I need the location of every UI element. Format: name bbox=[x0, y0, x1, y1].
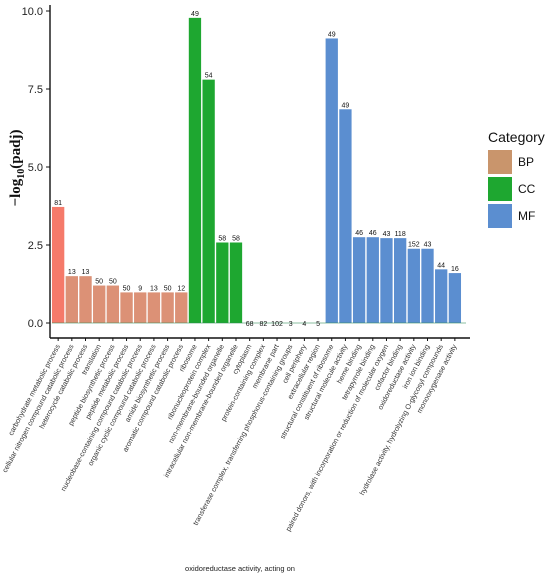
bar bbox=[352, 237, 366, 323]
y-tick-label: 5.0 bbox=[28, 162, 43, 174]
bar-count-label: 49 bbox=[328, 31, 336, 38]
bar-count-label: 58 bbox=[232, 236, 240, 243]
bar-count-label: 46 bbox=[355, 230, 363, 237]
bar bbox=[120, 292, 133, 323]
legend-label-cc: CC bbox=[518, 182, 536, 196]
legend-label-bp: BP bbox=[518, 155, 534, 169]
bar-count-label: 81 bbox=[54, 200, 62, 207]
bar-overlay bbox=[106, 285, 120, 323]
bar bbox=[79, 276, 92, 323]
bar-series bbox=[52, 17, 466, 324]
bar bbox=[188, 17, 202, 323]
bar-count-label: 152 bbox=[408, 242, 420, 249]
bar-overlay bbox=[161, 292, 174, 323]
bar bbox=[435, 269, 448, 323]
y-tick-label: 0.0 bbox=[28, 318, 43, 330]
bar-overlay bbox=[120, 292, 133, 323]
bar bbox=[229, 242, 243, 323]
bar-count-label: 50 bbox=[123, 285, 131, 292]
bar-count-label: 68 bbox=[246, 321, 254, 328]
bar bbox=[161, 292, 174, 323]
bar-count-label: 16 bbox=[451, 266, 459, 273]
bar-count-label: 54 bbox=[205, 73, 213, 80]
bar-count-label: 118 bbox=[395, 231, 406, 238]
bar-overlay bbox=[79, 276, 92, 323]
bar bbox=[216, 242, 229, 323]
y-tick-label: 7.5 bbox=[28, 84, 43, 96]
bar-count-label: 4 bbox=[302, 321, 306, 328]
legend-title: Category bbox=[488, 129, 545, 145]
bar-count-label: 50 bbox=[164, 285, 172, 292]
bar-count-label: 13 bbox=[150, 285, 158, 292]
bar-count-label: 58 bbox=[218, 236, 226, 243]
bar-count-label: 13 bbox=[68, 269, 76, 276]
x-tick-label: cellular nitrogen compound catabolic pro… bbox=[0, 342, 76, 474]
bar bbox=[65, 276, 78, 323]
bar-overlay bbox=[147, 292, 161, 323]
bar-count-label: 50 bbox=[109, 279, 117, 286]
bar-count-label: 5 bbox=[316, 321, 320, 328]
bar bbox=[380, 238, 393, 323]
bar bbox=[325, 38, 338, 324]
legend-swatch-cc bbox=[488, 177, 512, 201]
bar-count-label: 44 bbox=[437, 262, 445, 269]
bar bbox=[134, 292, 147, 323]
bar bbox=[421, 248, 434, 323]
y-tick-label: 10.0 bbox=[22, 6, 43, 18]
bar-count-label: 3 bbox=[289, 321, 293, 328]
legend-swatch-bp bbox=[488, 150, 512, 174]
bar-count-label: 50 bbox=[95, 279, 103, 286]
x-label-footnote: oxidoreductase activity, acting on bbox=[185, 564, 295, 573]
bar-count-label: 12 bbox=[177, 285, 185, 292]
bar bbox=[52, 206, 65, 323]
bar-count-label: 49 bbox=[342, 102, 350, 109]
bar bbox=[202, 79, 215, 323]
count-labels: 81 13 13 50 50 50 9 13 50 12 49 54 58 58 68 82 102 3 4 5 49 4… bbox=[54, 11, 459, 328]
bar bbox=[394, 238, 407, 323]
y-tick-label: 2.5 bbox=[28, 240, 43, 252]
bar-count-label: 9 bbox=[138, 285, 142, 292]
bar bbox=[407, 248, 420, 323]
bar bbox=[147, 292, 161, 323]
legend-swatch-mf bbox=[488, 204, 512, 228]
bar bbox=[106, 285, 120, 323]
bar-count-label: 43 bbox=[424, 242, 432, 249]
bar bbox=[448, 273, 462, 323]
bar-count-label: 82 bbox=[259, 321, 267, 328]
y-axis-title: −log10(padj) bbox=[8, 130, 27, 207]
bar-overlay bbox=[65, 276, 78, 323]
bar-count-label: 102 bbox=[271, 321, 283, 328]
bar-count-label: 43 bbox=[383, 231, 391, 238]
bar-overlay bbox=[175, 292, 188, 323]
bar-count-label: 46 bbox=[369, 230, 377, 237]
legend: Category BP CC MF bbox=[488, 129, 545, 228]
bar-overlay bbox=[134, 292, 147, 323]
bar bbox=[366, 237, 379, 323]
bar bbox=[175, 292, 188, 323]
bar bbox=[339, 109, 352, 323]
y-axis: 0.0 2.5 5.0 7.5 10.0 bbox=[22, 5, 51, 338]
bar-count-label: 13 bbox=[82, 269, 90, 276]
bar-overlay bbox=[93, 285, 106, 323]
bar-count-label: 49 bbox=[191, 11, 199, 18]
legend-label-mf: MF bbox=[518, 209, 535, 223]
bar bbox=[93, 285, 106, 323]
